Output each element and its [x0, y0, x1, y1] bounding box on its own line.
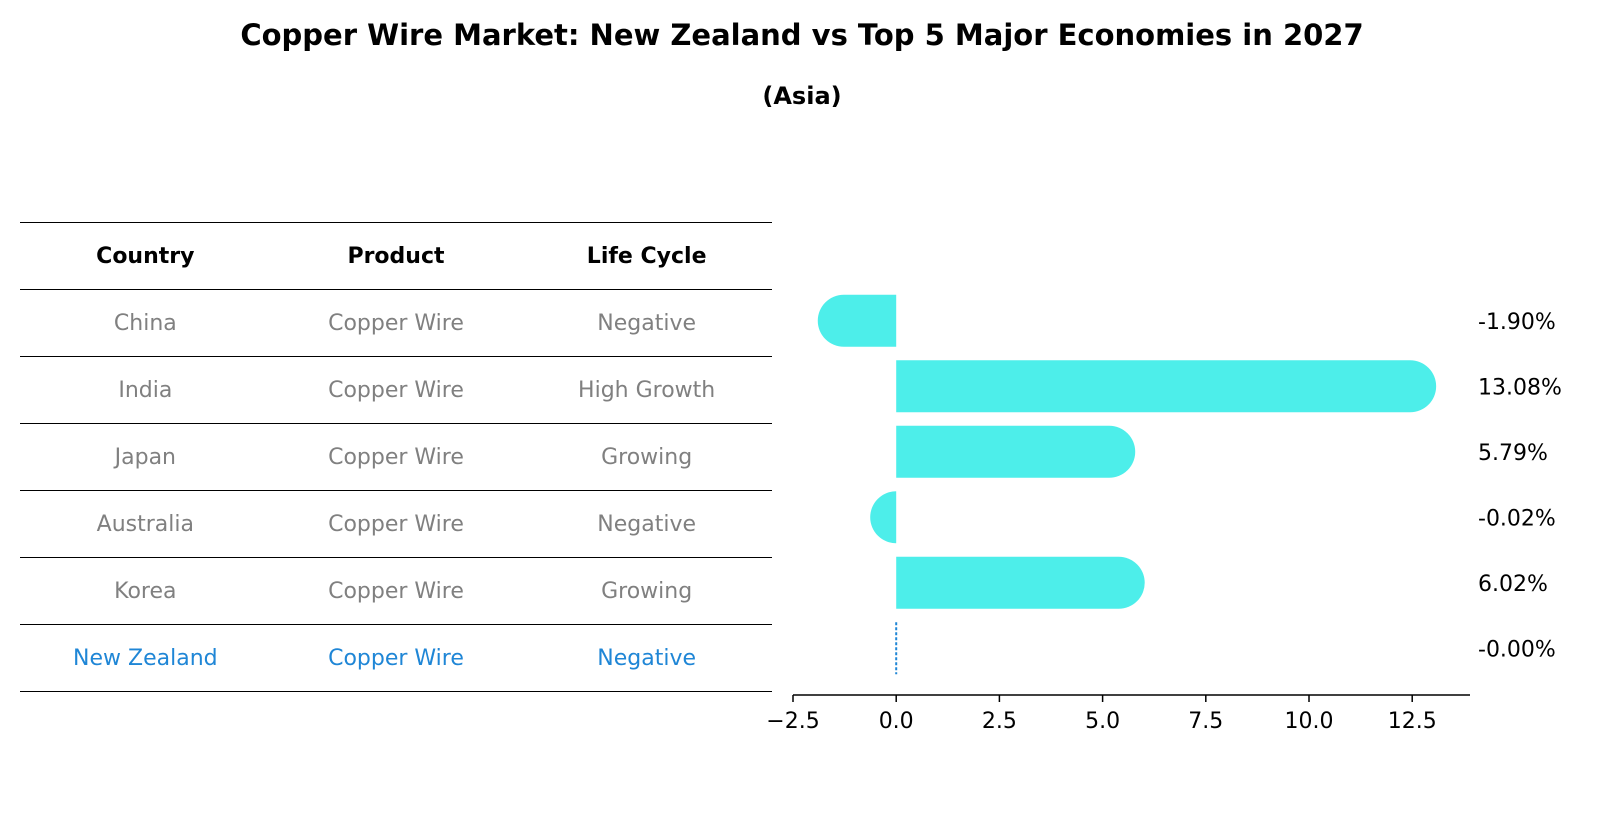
cell-country: Australia — [20, 490, 271, 558]
x-tick-label: 2.5 — [982, 709, 1017, 734]
cell-life-cycle: Negative — [521, 490, 772, 558]
table-row: Korea Copper Wire Growing — [20, 557, 772, 625]
cell-country: New Zealand — [20, 624, 271, 692]
cell-country: India — [20, 356, 271, 424]
table-row-highlight: New Zealand Copper Wire Negative — [20, 624, 772, 692]
bar-australia — [870, 491, 897, 544]
market-table: Country Product Life Cycle China Copper … — [20, 222, 772, 692]
data-label: 5.79% — [1478, 441, 1548, 466]
data-label: -0.02% — [1478, 506, 1556, 531]
x-tick-label: 10.0 — [1285, 709, 1334, 734]
bar-china — [817, 294, 897, 347]
x-tick-label: −2.5 — [766, 709, 819, 734]
table-row: India Copper Wire High Growth — [20, 356, 772, 424]
table-row: China Copper Wire Negative — [20, 289, 772, 357]
cell-product: Copper Wire — [270, 423, 522, 491]
cell-life-cycle: Negative — [521, 289, 772, 357]
chart-subtitle: (Asia) — [762, 82, 842, 110]
header-product: Product — [270, 222, 522, 290]
table-header-row: Country Product Life Cycle — [20, 222, 772, 290]
cell-product: Copper Wire — [270, 356, 522, 424]
bar-korea — [896, 556, 1145, 609]
cell-country: China — [20, 289, 271, 357]
cell-life-cycle: Negative — [521, 624, 772, 692]
data-label: -1.90% — [1478, 310, 1556, 335]
data-label: 6.02% — [1478, 572, 1548, 597]
x-tick-label: 7.5 — [1188, 709, 1223, 734]
bar-india — [896, 360, 1437, 413]
table-row: Japan Copper Wire Growing — [20, 423, 772, 491]
cell-product: Copper Wire — [270, 490, 522, 558]
cell-product: Copper Wire — [270, 289, 522, 357]
cell-product: Copper Wire — [270, 557, 522, 625]
data-label: 13.08% — [1478, 375, 1562, 400]
x-tick-label: 5.0 — [1085, 709, 1120, 734]
table-row: Australia Copper Wire Negative — [20, 490, 772, 558]
cell-life-cycle: High Growth — [521, 356, 772, 424]
x-tick-label: 12.5 — [1388, 709, 1437, 734]
cell-country: Korea — [20, 557, 271, 625]
cell-product: Copper Wire — [270, 624, 522, 692]
header-country: Country — [20, 222, 271, 290]
cell-country: Japan — [20, 423, 271, 491]
chart-title: Copper Wire Market: New Zealand vs Top 5… — [240, 18, 1364, 52]
bar-japan — [896, 425, 1136, 478]
header-life-cycle: Life Cycle — [521, 222, 772, 290]
cell-life-cycle: Growing — [521, 557, 772, 625]
data-label: -0.00% — [1478, 637, 1556, 662]
cell-life-cycle: Growing — [521, 423, 772, 491]
x-tick-label: 0.0 — [879, 709, 914, 734]
